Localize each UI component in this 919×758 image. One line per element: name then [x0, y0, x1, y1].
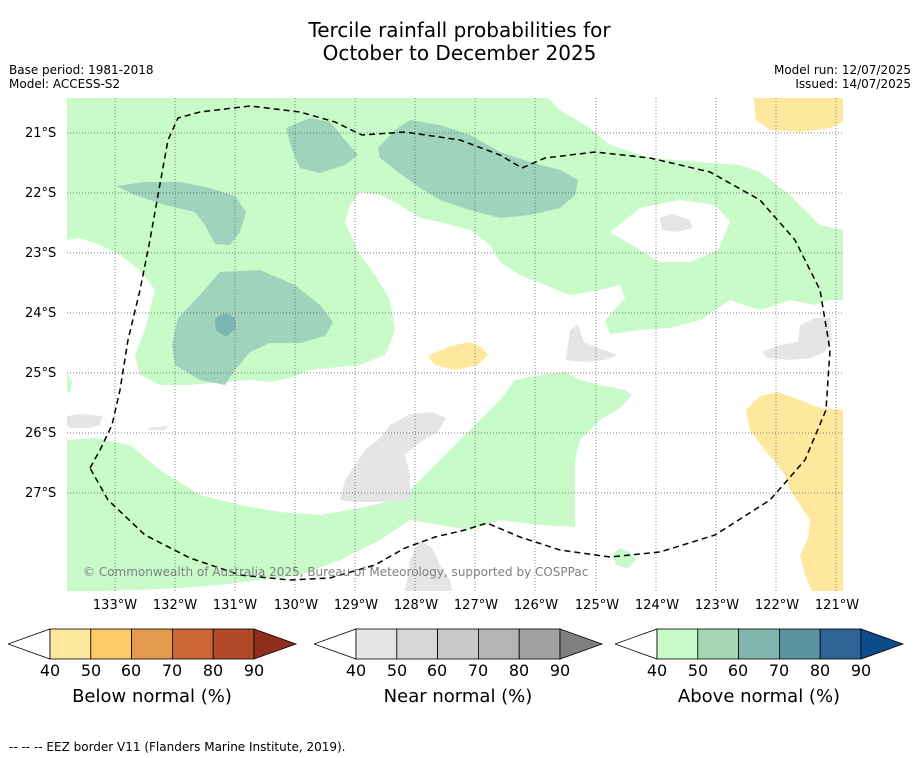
colorbar-segment [49, 628, 92, 660]
lat-label: 23°S [25, 246, 57, 261]
below-normal-colorbar [8, 628, 298, 660]
lon-label: 123°W [694, 598, 740, 613]
colorbar-tick: 60 [727, 661, 749, 680]
meta-left: Base period: 1981-2018 Model: ACCESS-S2 [9, 63, 154, 91]
above-normal-40-patch-west [67, 372, 72, 392]
model-name: Model: ACCESS-S2 [9, 77, 121, 91]
lon-label: 121°W [814, 598, 860, 613]
above-normal-colorbar [615, 628, 905, 660]
colorbar-segment [131, 628, 173, 660]
colorbar-tick: 70 [161, 661, 183, 680]
colorbar-segment [778, 628, 821, 660]
probability-fields [67, 98, 843, 591]
lon-label: 129°W [333, 598, 379, 613]
below-normal-40-patch-south-east [746, 392, 843, 591]
colorbar-tick: 60 [426, 661, 448, 680]
lat-label: 25°S [25, 366, 57, 381]
lon-label: 132°W [152, 598, 198, 613]
colorbar-tick: 50 [386, 661, 408, 680]
eez-border [89, 105, 831, 581]
colorbar-high-extension [253, 628, 298, 660]
lat-label: 27°S [25, 486, 57, 501]
eez-footnote: -- -- -- EEZ border V11 (Flanders Marine… [9, 740, 346, 754]
colorbar-tick: 80 [508, 661, 530, 680]
colorbar-tick: 70 [467, 661, 489, 680]
issued-date: Issued: 14/07/2025 [795, 77, 911, 91]
near-normal-40-patch-6 [340, 412, 446, 502]
above-normal-40-region-south [67, 372, 632, 591]
colorbar-tick: 50 [80, 661, 102, 680]
colorbar-segment [477, 628, 520, 660]
colorbar-tick: 40 [646, 661, 668, 680]
lat-label: 21°S [25, 126, 57, 141]
model-run: Model run: 12/07/2025 [773, 63, 911, 77]
near-normal-40-patch-5 [148, 426, 168, 430]
near-normal-title: Near normal (%) [383, 686, 533, 707]
lon-label: 127°W [453, 598, 499, 613]
lat-label: 22°S [25, 186, 57, 201]
below-normal-40-patch-central [428, 342, 488, 370]
colorbar-high-extension [559, 628, 604, 660]
copyright-attribution: © Commonwealth of Australia 2025, Bureau… [83, 565, 589, 579]
colorbar-segment [738, 628, 780, 660]
lon-label: 130°W [273, 598, 319, 613]
colorbar-segment [819, 628, 862, 660]
colorbar-segment [212, 628, 255, 660]
lon-label: 124°W [634, 598, 680, 613]
lat-label: 24°S [25, 306, 57, 321]
above-normal-50-region-north [286, 118, 358, 173]
lon-label: 133°W [92, 598, 138, 613]
colorbar-low-extension [8, 628, 51, 660]
colorbar-segment [171, 628, 214, 660]
colorbar-tick: 50 [687, 661, 709, 680]
colorbar-segment [437, 628, 479, 660]
colorbar-tick: 70 [768, 661, 790, 680]
above-normal-60-patch [215, 313, 236, 337]
near-normal-40-patch-4 [67, 414, 102, 428]
colorbar-tick: 60 [120, 661, 142, 680]
near-normal-40-patch-2 [566, 325, 618, 362]
lon-label: 126°W [513, 598, 559, 613]
colorbar-segment [90, 628, 133, 660]
colorbar-segment [518, 628, 561, 660]
colorbar-tick: 80 [809, 661, 831, 680]
lat-label: 26°S [25, 426, 57, 441]
base-period: Base period: 1981-2018 [9, 63, 154, 77]
lon-label: 125°W [574, 598, 620, 613]
colorbar-tick: 80 [202, 661, 224, 680]
meta-right: Model run: 12/07/2025 Issued: 14/07/2025 [774, 63, 911, 91]
lon-label: 128°W [393, 598, 439, 613]
colorbar-low-extension [314, 628, 357, 660]
above-normal-50-region-north-east [378, 120, 578, 218]
colorbar-segment [355, 628, 398, 660]
colorbar-low-extension [615, 628, 658, 660]
near-normal-40-patch-3 [762, 318, 832, 360]
colorbar-tick: 40 [39, 661, 61, 680]
above-normal-50-region-central [172, 270, 333, 385]
colorbar-segment [697, 628, 740, 660]
above-normal-50-region-west [116, 182, 246, 245]
near-normal-40-patch-7 [405, 540, 452, 591]
map-title: Tercile rainfall probabilities for Octob… [0, 19, 919, 65]
colorbar-tick: 90 [243, 661, 265, 680]
lon-label: 122°W [754, 598, 800, 613]
grid-lines [67, 98, 843, 591]
title-line-2: October to December 2025 [322, 41, 597, 65]
colorbar-segment [396, 628, 439, 660]
lon-label: 131°W [212, 598, 258, 613]
above-normal-title: Above normal (%) [677, 686, 841, 707]
below-normal-title: Below normal (%) [72, 686, 232, 707]
colorbar-tick: 90 [850, 661, 872, 680]
colorbar-high-extension [860, 628, 905, 660]
below-normal-40-patch-north-east [754, 98, 843, 132]
near-normal-colorbar [314, 628, 604, 660]
title-line-1: Tercile rainfall probabilities for [308, 18, 611, 42]
colorbar-tick: 40 [345, 661, 367, 680]
above-normal-40-patch-east [612, 548, 636, 568]
colorbar-tick: 90 [549, 661, 571, 680]
colorbar-segment [656, 628, 699, 660]
near-normal-40-patch-1 [660, 214, 692, 232]
